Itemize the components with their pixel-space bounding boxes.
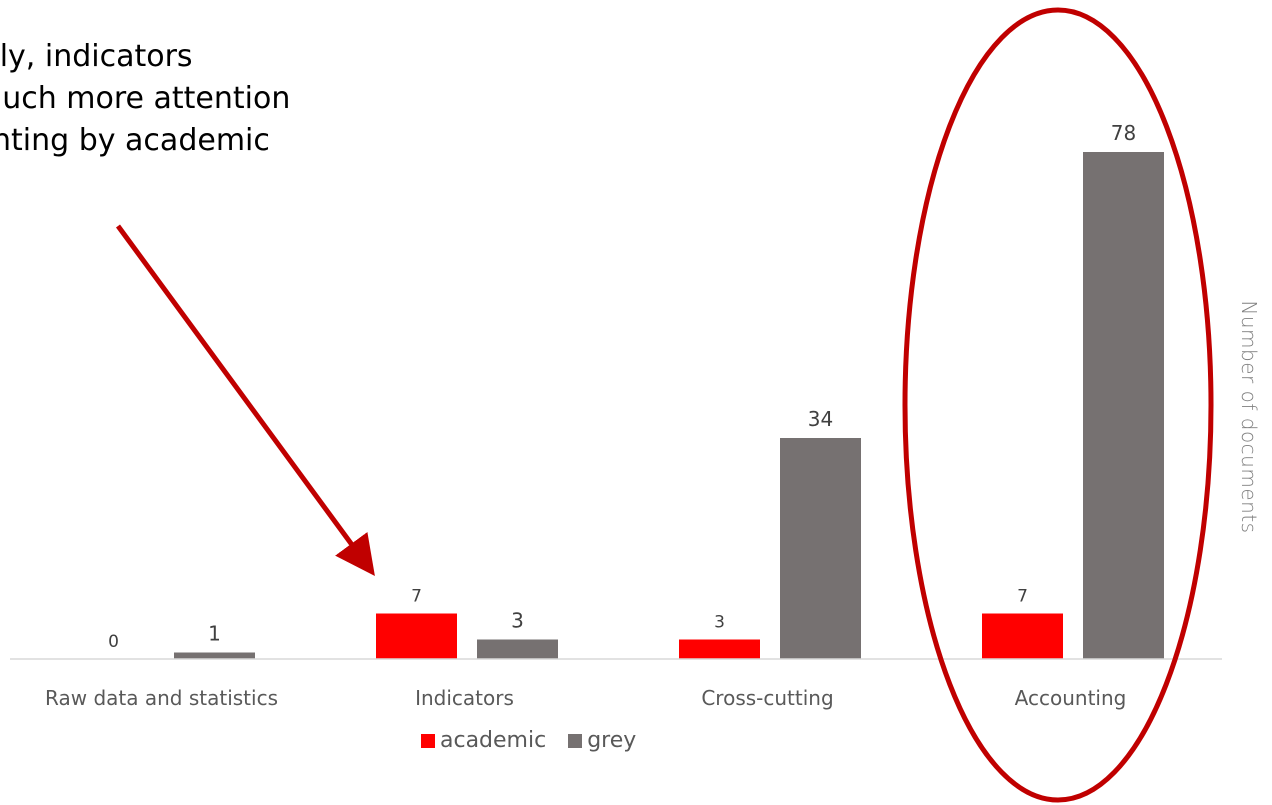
x-tick-label-indicators: Indicators — [415, 686, 514, 710]
legend-swatch-academic — [421, 733, 435, 748]
data-label-academic-raw-data-and-statistics: 0 — [108, 632, 119, 652]
bar-academic-indicators — [376, 613, 457, 659]
legend-label-grey: grey — [587, 728, 637, 753]
y-axis-label: Number of documents — [1237, 300, 1261, 534]
data-label-academic-accounting: 7 — [1017, 587, 1028, 607]
annotation-text: ally, indicators much more attention unt… — [0, 39, 291, 158]
annotation-arrow — [115, 224, 375, 577]
bar-grey-cross-cutting — [780, 438, 861, 659]
bar-grey-raw-data-and-statistics — [174, 652, 255, 659]
data-label-grey-raw-data-and-statistics: 1 — [208, 622, 221, 646]
bar-grey-indicators — [477, 639, 558, 659]
legend: academic grey — [421, 728, 658, 753]
x-tick-label-accounting: Accounting — [1015, 686, 1127, 710]
data-label-grey-indicators: 3 — [511, 609, 524, 633]
data-label-academic-indicators: 7 — [411, 587, 422, 607]
labels-layer: 0 7 3 7 1 3 34 78 Raw data and statistics Indicat… — [45, 121, 1136, 710]
legend-label-academic: academic — [440, 728, 547, 753]
legend-swatch-grey — [568, 733, 583, 748]
bar-grey-accounting — [1083, 152, 1164, 659]
highlight-ellipse — [902, 7, 1214, 803]
data-label-academic-cross-cutting: 3 — [714, 613, 725, 633]
x-tick-label-cross-cutting: Cross-cutting — [701, 686, 833, 710]
x-tick-label-raw-data-and-statistics: Raw data and statistics — [45, 686, 278, 710]
bar-academic-cross-cutting — [679, 639, 760, 659]
data-label-grey-accounting: 78 — [1111, 121, 1136, 145]
data-label-grey-cross-cutting: 34 — [808, 407, 833, 431]
bar-academic-accounting — [982, 613, 1063, 659]
bars-layer — [174, 152, 1164, 659]
